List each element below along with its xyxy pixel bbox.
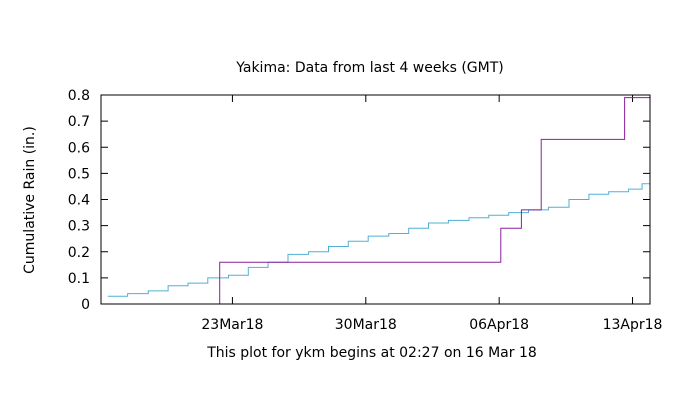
x-tick-label: 06Apr18 — [469, 317, 529, 333]
x-tick-label: 23Mar18 — [201, 317, 263, 333]
x-axis-label: This plot for ykm begins at 02:27 on 16 … — [206, 345, 537, 361]
y-axis-label: Cumulative Rain (in.) — [22, 126, 38, 274]
chart-title: Yakima: Data from last 4 weeks (GMT) — [235, 60, 503, 76]
series-line-1 — [107, 183, 650, 297]
y-tick-label: 0.8 — [68, 88, 90, 104]
y-tick-label: 0.5 — [68, 166, 90, 182]
x-tick-label: 30Mar18 — [335, 317, 397, 333]
y-tick-label: 0.7 — [68, 114, 90, 130]
y-tick-label: 0 — [81, 297, 90, 313]
series-line-2 — [101, 97, 650, 305]
plot-frame — [100, 94, 651, 305]
tick-labels: 0 0.1 0.2 0.3 0.4 0.5 0.6 0.7 0.8 23Mar18 30Mar18 0… — [68, 88, 663, 333]
x-tick-label: 13Apr18 — [603, 317, 663, 333]
series-lines — [101, 97, 650, 305]
y-tick-label: 0.4 — [68, 193, 90, 209]
y-tick-label: 0.6 — [68, 140, 90, 156]
y-tick-label: 0.3 — [68, 219, 90, 235]
tick-marks — [101, 94, 650, 305]
y-tick-label: 0.1 — [68, 271, 90, 287]
y-tick-label: 0.2 — [68, 245, 90, 261]
